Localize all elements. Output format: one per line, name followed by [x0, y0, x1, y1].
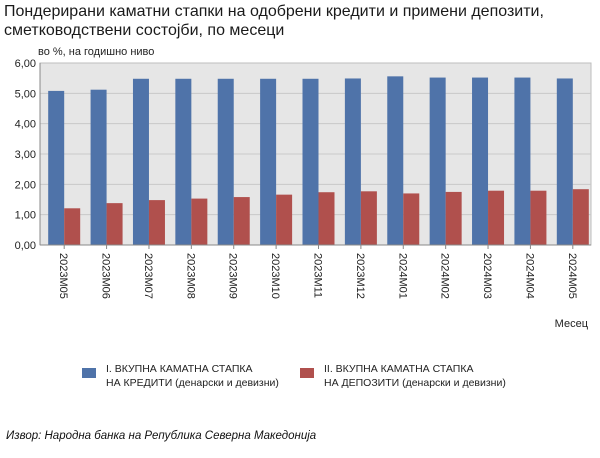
bar-deposits: [148, 200, 165, 245]
legend-loans-line2: НА КРЕДИТИ (денарски и девизни): [106, 377, 279, 389]
legend-item-loans: I. ВКУПНА КАМАТНА СТАПКА НА КРЕДИТИ (ден…: [82, 362, 279, 390]
bar-loans: [90, 89, 107, 246]
y-tick-label: 2,00: [15, 179, 36, 191]
legend-swatch-deposits: [300, 368, 314, 378]
bar-loans: [217, 78, 234, 245]
bar-deposits: [572, 189, 589, 245]
chart-title-line1: Пондерирани каматни стапки на одобрени к…: [4, 3, 544, 20]
bar-deposits: [64, 208, 81, 245]
bar-deposits: [191, 198, 208, 245]
chart-legend: I. ВКУПНА КАМАТНА СТАПКА НА КРЕДИТИ (ден…: [0, 362, 600, 392]
chart-title-line2: сметководствени состојби, по месеци: [4, 22, 285, 39]
x-tick-label: 2024М02: [439, 253, 451, 299]
bar-deposits: [530, 190, 547, 245]
x-tick-label: 2023М11: [312, 253, 324, 298]
x-tick-label: 2024М04: [523, 253, 535, 299]
bar-loans: [175, 78, 192, 245]
legend-deposits-line2: НА ДЕПОЗИТИ (денарски и девизни): [324, 377, 506, 389]
bar-loans: [132, 78, 149, 245]
y-tick-label: 0,00: [15, 240, 36, 252]
legend-label-loans: I. ВКУПНА КАМАТНА СТАПКА НА КРЕДИТИ (ден…: [106, 362, 279, 390]
bar-loans: [556, 78, 573, 245]
x-tick-label: 2023М10: [269, 253, 281, 299]
bar-deposits: [106, 203, 123, 245]
bar-loans: [302, 78, 319, 245]
legend-item-deposits: II. ВКУПНА КАМАТНА СТАПКА НА ДЕПОЗИТИ (д…: [300, 362, 506, 390]
x-tick-label: 2024М01: [396, 253, 408, 299]
y-tick-label: 4,00: [15, 119, 36, 131]
x-tick-label: 2023М12: [354, 253, 366, 299]
chart-title: Пондерирани каматни стапки на одобрени к…: [4, 2, 594, 40]
bar-loans: [387, 76, 404, 245]
bar-deposits: [488, 190, 505, 245]
x-tick-label: 2023М08: [184, 253, 196, 299]
bar-loans: [472, 77, 489, 245]
bar-deposits: [233, 197, 250, 245]
y-tick-label: 3,00: [15, 149, 36, 161]
x-tick-label: 2024М03: [481, 253, 493, 299]
bar-loans: [260, 78, 277, 245]
x-tick-label: 2023М09: [227, 253, 239, 299]
x-tick-label: 2023М07: [142, 253, 154, 299]
bar-deposits: [445, 191, 462, 245]
bar-deposits: [276, 194, 293, 245]
legend-loans-line1: I. ВКУПНА КАМАТНА СТАПКА: [106, 363, 253, 375]
x-tick-label: 2023М06: [100, 253, 112, 299]
legend-swatch-loans: [82, 368, 96, 378]
bar-loans: [514, 77, 531, 245]
source-note: Извор: Народна банка на Република Северн…: [6, 430, 317, 442]
bar-loans: [344, 78, 361, 245]
legend-deposits-line1: II. ВКУПНА КАМАТНА СТАПКА: [324, 363, 474, 375]
x-axis-title: Месец: [554, 318, 588, 330]
unit-label: во %, на годишно ниво: [38, 46, 155, 58]
y-tick-label: 1,00: [15, 210, 36, 222]
legend-label-deposits: II. ВКУПНА КАМАТНА СТАПКА НА ДЕПОЗИТИ (д…: [324, 362, 506, 390]
y-tick-label: 5,00: [15, 88, 36, 100]
bar-deposits: [360, 191, 377, 245]
bar-loans: [48, 90, 65, 245]
x-tick-label: 2023М05: [57, 253, 69, 299]
x-tick-label: 2024М05: [566, 253, 578, 299]
bar-deposits: [403, 193, 420, 245]
bar-loans: [429, 77, 446, 245]
bar-deposits: [318, 192, 335, 245]
y-tick-label: 6,00: [15, 58, 36, 70]
